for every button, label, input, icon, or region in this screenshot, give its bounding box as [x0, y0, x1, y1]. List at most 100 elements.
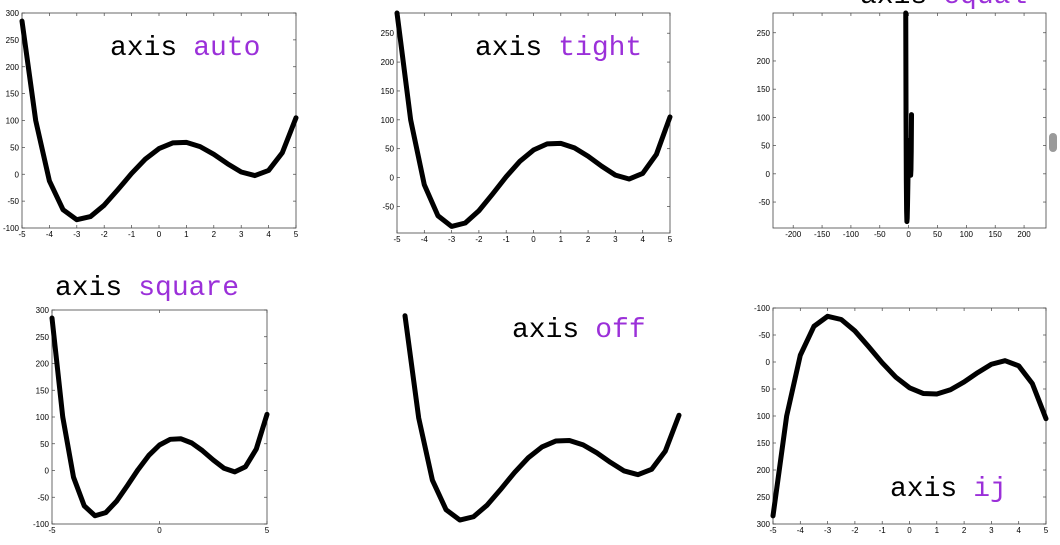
y-tick-label: 250 [36, 333, 50, 342]
y-tick-label: -50 [382, 202, 394, 211]
x-tick-label: 200 [1017, 230, 1031, 239]
y-tick-label: 100 [757, 412, 771, 421]
curve [19, 18, 299, 223]
y-tick-label: -100 [754, 304, 771, 313]
y-tick-label: 0 [390, 174, 395, 183]
y-tick-label: 50 [385, 145, 394, 154]
x-tick-label: 4 [1016, 526, 1021, 535]
x-tick-label: 100 [960, 230, 974, 239]
x-tick-label: 5 [668, 235, 673, 244]
y-tick-label: 250 [757, 29, 771, 38]
x-tick-label: 1 [184, 230, 189, 239]
panel-title: axis auto [110, 33, 260, 64]
y-tick-label: -50 [7, 197, 19, 206]
x-tick-label: 0 [157, 230, 162, 239]
title-option: equal [943, 0, 1027, 12]
x-tick-label: 4 [266, 230, 271, 239]
curve [903, 10, 915, 225]
y-tick-label: 100 [6, 117, 20, 126]
panel-title: axis equal [860, 0, 1027, 12]
x-tick-label: 0 [906, 230, 911, 239]
x-tick-label: -1 [503, 235, 511, 244]
y-tick-label: 100 [36, 413, 50, 422]
y-tick-label: -100 [33, 520, 50, 529]
panel-title: axis tight [475, 33, 642, 64]
curve [394, 10, 673, 229]
axes-box [51, 309, 268, 525]
y-tick-label: 150 [381, 87, 395, 96]
x-tick-label: 1 [559, 235, 564, 244]
x-tick-label: 2 [212, 230, 217, 239]
x-tick-label: -3 [73, 230, 81, 239]
x-tick-label: -5 [48, 526, 56, 535]
x-tick-label: 3 [613, 235, 618, 244]
y-tick-label: -50 [37, 493, 49, 502]
x-tick-label: 1 [935, 526, 940, 535]
x-tick-label: 150 [989, 230, 1003, 239]
x-tick-label: -200 [785, 230, 802, 239]
y-tick-label: 150 [6, 90, 20, 99]
x-tick-label: 0 [907, 526, 912, 535]
y-tick-label: 300 [6, 9, 20, 18]
title-keyword: axis [860, 0, 927, 12]
x-tick-label: 2 [962, 526, 967, 535]
title-keyword: axis [110, 33, 177, 64]
title-keyword: axis [890, 474, 957, 505]
x-tick-label: -50 [874, 230, 886, 239]
y-tick-label: 50 [40, 440, 49, 449]
y-tick-label: 50 [761, 142, 770, 151]
curve [49, 315, 270, 519]
y-tick-label: 300 [36, 306, 50, 315]
y-tick-label: 150 [757, 85, 771, 94]
x-tick-label: 5 [265, 526, 270, 535]
y-tick-label: 250 [757, 493, 771, 502]
x-tick-label: -2 [475, 235, 483, 244]
x-tick-label: -1 [879, 526, 887, 535]
title-option: auto [193, 33, 260, 64]
y-tick-label: 0 [766, 170, 771, 179]
x-tick-label: 0 [157, 526, 162, 535]
x-tick-label: -5 [393, 235, 401, 244]
y-tick-label: 50 [761, 385, 770, 394]
scrollbar-thumb[interactable] [1049, 133, 1057, 152]
x-tick-label: 50 [933, 230, 942, 239]
y-tick-label: 250 [6, 36, 20, 45]
y-tick-label: 200 [6, 63, 20, 72]
title-option: off [595, 315, 645, 346]
x-tick-label: 0 [531, 235, 536, 244]
x-tick-label: -150 [814, 230, 831, 239]
y-tick-label: -50 [758, 331, 770, 340]
x-tick-label: -5 [769, 526, 777, 535]
x-tick-label: -3 [448, 235, 456, 244]
x-tick-label: -1 [128, 230, 136, 239]
y-tick-label: 150 [36, 386, 50, 395]
title-keyword: axis [512, 315, 579, 346]
title-keyword: axis [55, 273, 122, 304]
y-tick-label: 50 [10, 143, 19, 152]
title-option: square [138, 273, 239, 304]
y-tick-label: 200 [757, 57, 771, 66]
x-tick-label: -2 [101, 230, 109, 239]
y-tick-label: 0 [15, 170, 20, 179]
x-tick-label: -2 [851, 526, 859, 535]
x-tick-label: 4 [640, 235, 645, 244]
y-tick-label: 100 [381, 116, 395, 125]
x-tick-label: -4 [421, 235, 429, 244]
curve [770, 313, 1049, 519]
title-keyword: axis [475, 33, 542, 64]
y-tick-label: 0 [45, 467, 50, 476]
y-tick-label: 200 [757, 466, 771, 475]
title-option: tight [558, 33, 642, 64]
x-tick-label: 3 [239, 230, 244, 239]
y-tick-label: 100 [757, 113, 771, 122]
axes-box [772, 12, 1047, 229]
x-tick-label: -100 [843, 230, 860, 239]
panel-title: axis off [512, 315, 646, 346]
x-tick-label: -4 [797, 526, 805, 535]
x-tick-label: -4 [46, 230, 54, 239]
x-tick-label: 5 [294, 230, 299, 239]
x-tick-label: 3 [989, 526, 994, 535]
y-tick-label: 200 [36, 360, 50, 369]
